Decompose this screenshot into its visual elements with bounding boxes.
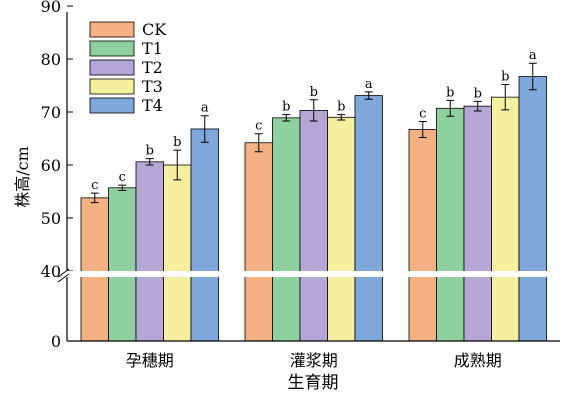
x-tick-label: 孕穗期: [126, 351, 174, 370]
significance-letter: b: [446, 85, 454, 100]
error-bar-ck-3: [418, 121, 427, 138]
x-tick-label: 成熟期: [454, 351, 502, 370]
error-bar-ck-2: [254, 133, 263, 153]
legend-label-t1: T1: [142, 39, 163, 58]
legend-label-t2: T2: [142, 58, 163, 77]
bar-t1-3: [436, 107, 465, 342]
error-bar-t3-3: [501, 83, 510, 111]
error-bar-t1-1: [118, 184, 127, 191]
error-bar-t4-2: [364, 91, 373, 100]
bar-t4-1: [190, 128, 219, 342]
bar-series-group: [80, 76, 547, 342]
y-tick-group: 0 40 50 60 70 80 90: [41, 0, 73, 351]
error-bar-t2-1: [145, 158, 154, 166]
axis-break-mark: [57, 268, 70, 283]
significance-letter: c: [91, 178, 98, 193]
significance-letter: b: [310, 85, 318, 100]
error-bar-t2-3: [473, 100, 482, 112]
error-bar-t1-2: [282, 114, 291, 122]
error-bar-t1-3: [446, 99, 455, 117]
significance-letter: b: [146, 144, 154, 159]
legend-swatch-t1: [89, 40, 135, 57]
bar-t2-2: [299, 110, 328, 342]
significance-letter: b: [474, 86, 482, 101]
y-tick-label: 70: [41, 103, 61, 122]
error-bar-t4-1: [200, 115, 209, 143]
x-tick-label: 灌浆期: [290, 351, 338, 370]
axis-break-gap: [60, 271, 562, 277]
bar-t3-3: [491, 96, 520, 342]
y-tick-label: 60: [41, 156, 61, 175]
legend-swatch-ck: [89, 21, 135, 38]
bar-t2-1: [135, 161, 164, 342]
bar-ck-2: [244, 142, 273, 342]
x-tick-group: 孕穗期 灌浆期 成熟期: [126, 351, 502, 370]
significance-letter: a: [365, 77, 373, 92]
y-tick-label: 40: [41, 262, 61, 281]
legend-swatch-t3: [89, 78, 135, 95]
significance-letter: c: [119, 170, 126, 185]
significance-letter: b: [282, 100, 290, 115]
y-tick-label: 50: [41, 209, 61, 228]
significance-letter: c: [255, 119, 262, 134]
y-tick-label: 0: [51, 332, 61, 351]
bar-t2-3: [463, 105, 492, 342]
bar-t1-1: [108, 187, 137, 342]
bar-ck-3: [408, 129, 437, 342]
bar-t3-1: [163, 164, 192, 342]
significance-letter-group: c c b b a c b b b a c b b b a: [91, 48, 537, 193]
error-bar-t3-1: [173, 149, 182, 181]
bar-t4-3: [518, 76, 547, 342]
y-tick-label: 80: [41, 50, 61, 69]
legend-swatch-t2: [89, 59, 135, 76]
bar-t4-2: [354, 95, 383, 342]
bar-ck-1: [80, 197, 109, 342]
error-bar-t4-3: [528, 62, 537, 91]
bar-t3-2: [327, 116, 356, 342]
significance-letter: b: [337, 100, 345, 115]
legend-label-t4: T4: [142, 96, 163, 115]
y-axis-label: 株高/cm: [13, 146, 32, 208]
legend-swatch-t4: [89, 97, 135, 114]
x-axis-label: 生育期: [288, 373, 339, 393]
error-bar-t2-2: [309, 99, 318, 122]
significance-letter: c: [419, 107, 426, 122]
y-tick-label: 90: [41, 0, 61, 16]
error-bar-t3-2: [337, 114, 346, 121]
significance-letter: b: [501, 69, 509, 84]
bar-t1-2: [272, 117, 301, 342]
error-bar-group: [90, 62, 537, 204]
significance-letter: a: [529, 48, 537, 63]
legend-label-t3: T3: [142, 77, 163, 96]
significance-letter: b: [173, 135, 181, 150]
significance-letter: a: [201, 101, 209, 116]
legend-label-ck: CK: [142, 20, 167, 39]
error-bar-ck-1: [90, 192, 99, 204]
